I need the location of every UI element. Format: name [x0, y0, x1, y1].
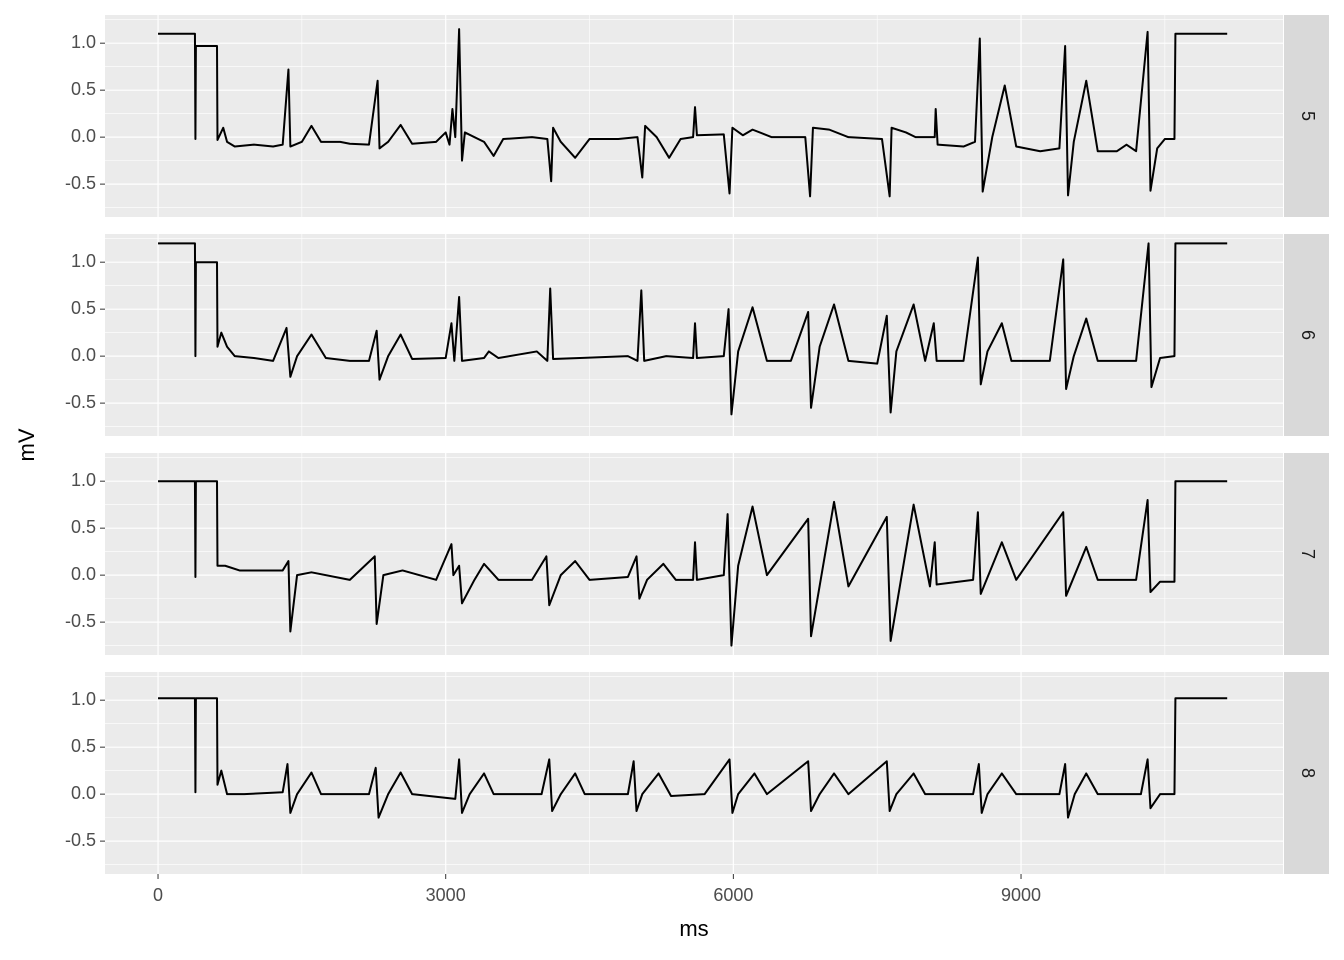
strip-background [1284, 234, 1329, 436]
y-tick-label: 0.0 [71, 126, 96, 146]
y-tick-label: -0.5 [65, 173, 96, 193]
y-tick-label: 1.0 [71, 689, 96, 709]
y-tick-label: -0.5 [65, 611, 96, 631]
strip-background [1284, 15, 1329, 217]
y-tick-label: 0.0 [71, 783, 96, 803]
y-axis-title: mV [14, 428, 39, 461]
y-tick-label: 0.5 [71, 298, 96, 318]
y-tick-label: 0.5 [71, 736, 96, 756]
x-tick-label: 6000 [713, 885, 753, 905]
strip-label: 6 [1298, 330, 1318, 340]
y-tick-label: 0.5 [71, 517, 96, 537]
series-line [158, 242, 1228, 416]
y-tick-label: 0.0 [71, 345, 96, 365]
strip-label: 5 [1298, 111, 1318, 121]
series-line [158, 28, 1228, 198]
y-tick-label: 1.0 [71, 251, 96, 271]
x-axis-title: ms [679, 916, 708, 941]
strip-label: 7 [1298, 549, 1318, 559]
y-tick-label: -0.5 [65, 392, 96, 412]
series-line [158, 480, 1228, 647]
y-tick-label: 0.5 [71, 79, 96, 99]
strip-label: 8 [1298, 768, 1318, 778]
y-tick-label: 0.0 [71, 564, 96, 584]
panel-background [105, 672, 1283, 874]
strip-background [1284, 453, 1329, 655]
series-line [158, 697, 1228, 819]
x-tick-label: 0 [153, 885, 163, 905]
y-tick-label: -0.5 [65, 830, 96, 850]
strip-background [1284, 672, 1329, 874]
x-tick-label: 9000 [1001, 885, 1041, 905]
y-tick-label: 1.0 [71, 470, 96, 490]
x-tick-label: 3000 [426, 885, 466, 905]
y-tick-label: 1.0 [71, 32, 96, 52]
